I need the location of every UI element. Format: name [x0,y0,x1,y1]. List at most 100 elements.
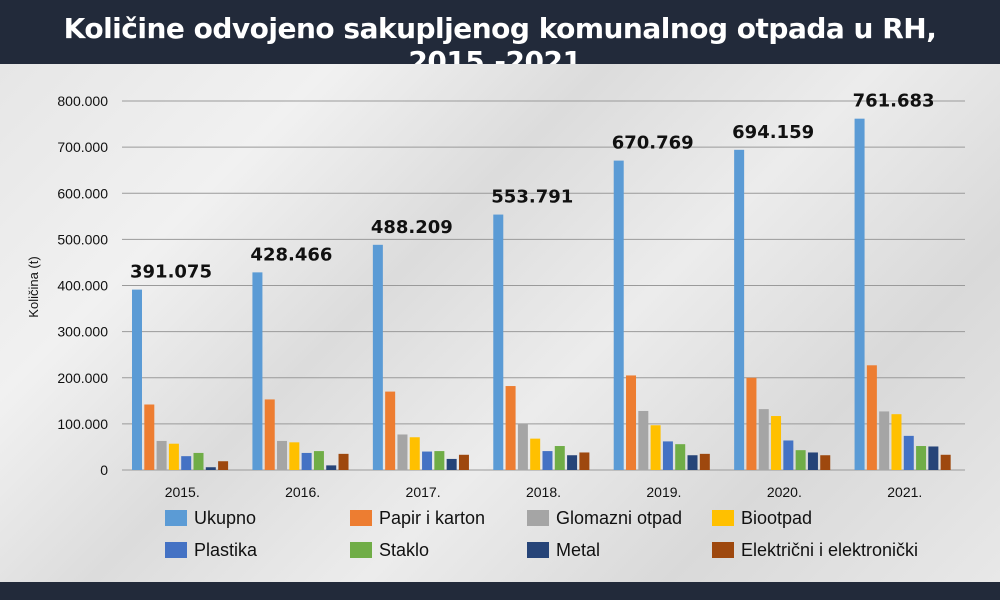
bar-ukupno-5 [734,149,745,471]
bar-papir-i-karton-0 [144,404,155,470]
legend-item: Električni i elektronički [712,540,918,560]
y-axis-label: Količina (t) [26,256,41,317]
legend-swatch [712,542,734,558]
bar-metal-6 [928,446,939,470]
legend-item: Glomazni otpad [527,508,682,528]
bar-glomazni-otpad-2 [397,434,408,470]
x-tick-label: 2018. [526,484,561,500]
bar-biootpad-6 [891,414,902,470]
data-label: 694.159 [732,122,814,143]
bar-biootpad-5 [771,416,782,470]
bar-biootpad-1 [289,442,300,470]
legend-label: Papir i karton [379,507,486,528]
bar-papir-i-karton-5 [746,377,757,470]
bar-metal-3 [567,455,578,470]
bar-biootpad-0 [168,443,179,470]
y-tick-label: 400.000 [57,278,108,294]
legend-label: Električni i elektronički [741,539,919,560]
bar-glomazni-otpad-3 [517,423,528,470]
legend-swatch [527,542,549,558]
data-label: 488.209 [371,217,453,238]
legend-label: Glomazni otpad [556,507,683,528]
y-tick-label: 800.000 [57,93,108,109]
bar-biootpad-4 [650,425,661,470]
bar-metal-0 [205,467,216,470]
bar-metal-2 [446,458,457,470]
bar-elektri-ni-i-elektroni-ki-5 [820,455,831,470]
data-label: 391.075 [130,262,212,283]
bar-plastika-5 [783,440,794,470]
legend-item: Biootpad [712,508,812,528]
x-tick-label: 2015. [165,484,200,500]
bar-papir-i-karton-6 [866,365,877,470]
y-axis-ticks: 0 100.000 200.000 300.000 400.000 500.000 600.… [57,93,108,478]
bar-staklo-4 [675,444,686,470]
y-tick-label: 300.000 [57,324,108,340]
data-label: 428.466 [250,244,332,265]
legend-label: Staklo [379,539,430,560]
x-tick-label: 2017. [406,484,441,500]
bar-staklo-2 [434,451,445,470]
bar-plastika-0 [181,456,192,470]
legend-label: Metal [556,539,601,560]
bar-metal-5 [807,452,818,470]
bar-ukupno-2 [372,244,383,470]
x-tick-label: 2020. [767,484,802,500]
bar-papir-i-karton-3 [505,386,516,470]
bar-ukupno-3 [493,214,504,470]
bar-plastika-2 [422,451,433,470]
bottom-bar [0,582,1000,600]
legend-swatch [165,510,187,526]
bar-metal-4 [687,455,698,470]
bar-glomazni-otpad-5 [758,409,769,470]
bar-staklo-3 [554,446,565,470]
y-tick-label: 100.000 [57,416,108,432]
bar-ukupno-4 [613,160,624,471]
bar-papir-i-karton-1 [264,399,275,470]
data-label: 670.769 [612,133,694,154]
gridlines [122,100,965,471]
bar-glomazni-otpad-0 [156,440,167,470]
y-tick-label: 600.000 [57,185,108,201]
x-tick-label: 2021. [887,484,922,500]
bar-glomazni-otpad-6 [879,411,890,470]
legend-swatch [165,542,187,558]
bar-elektri-ni-i-elektroni-ki-6 [940,454,951,470]
bar-elektri-ni-i-elektroni-ki-3 [579,452,590,470]
bar-elektri-ni-i-elektroni-ki-2 [458,454,469,470]
bar-biootpad-2 [409,437,420,470]
legend-swatch [350,542,372,558]
title-bar: Količine odvojeno sakupljenog komunalnog… [0,0,1000,78]
y-tick-label: 0 [100,462,108,478]
data-labels: 391.075 428.466 488.209 553.791 670.769 694.1… [130,91,935,283]
bar-elektri-ni-i-elektroni-ki-4 [699,453,710,470]
x-tick-label: 2019. [646,484,681,500]
y-tick-label: 700.000 [57,139,108,155]
bar-plastika-3 [542,451,553,470]
bar-papir-i-karton-4 [626,375,637,470]
bar-staklo-0 [193,452,204,470]
bar-papir-i-karton-2 [385,391,396,470]
x-axis-ticks: 2015. 2016. 2017. 2018. 2019. 2020. 2021. [165,484,923,500]
legend-label: Biootpad [741,507,813,528]
data-label: 553.791 [491,187,573,208]
legend-swatch [712,510,734,526]
bar-plastika-1 [301,452,312,470]
y-tick-label: 200.000 [57,370,108,386]
legend-item: Metal [527,540,600,560]
legend-item: Plastika [165,540,257,560]
bar-staklo-5 [795,450,806,470]
bar-glomazni-otpad-1 [277,440,288,470]
legend-item: Ukupno [165,508,256,528]
bar-biootpad-3 [530,438,541,470]
legend-label: Ukupno [194,507,257,528]
bar-metal-1 [326,465,337,470]
bar-glomazni-otpad-4 [638,410,649,470]
bar-ukupno-1 [252,272,263,470]
bar-elektri-ni-i-elektroni-ki-0 [218,461,229,470]
legend-swatch [350,510,372,526]
y-tick-label: 500.000 [57,231,108,247]
x-tick-label: 2016. [285,484,320,500]
